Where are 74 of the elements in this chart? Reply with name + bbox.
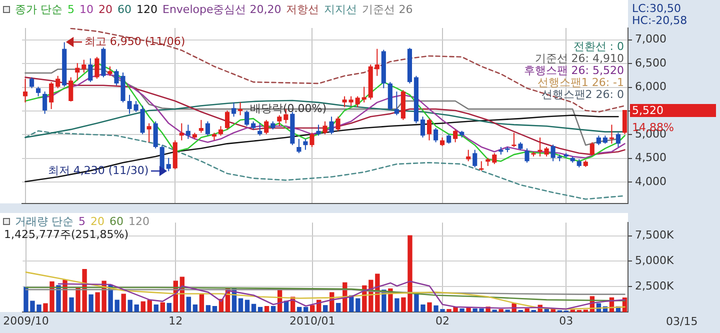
text: 120 [136, 3, 158, 16]
bar [121, 294, 126, 312]
bar [192, 304, 198, 312]
text: 60 [110, 215, 124, 228]
bar [199, 294, 204, 312]
y-tick-label: 2,500K [635, 279, 674, 292]
bar [88, 294, 94, 312]
bar [140, 301, 146, 312]
bar [524, 308, 530, 312]
text: 60 [118, 3, 132, 16]
x-tick-label: 12 [168, 314, 183, 328]
text: 20 [90, 215, 104, 228]
bar [160, 302, 165, 312]
bar [186, 296, 192, 312]
text: HC:-20,58 [632, 14, 688, 27]
annotation: 기준선 26: 4,910 [534, 52, 624, 65]
bar [69, 297, 74, 312]
bar [147, 300, 152, 312]
bar [336, 302, 341, 312]
bar [244, 300, 250, 312]
text: 20 [98, 3, 112, 16]
y-tick-label: 4,500 [635, 151, 666, 164]
bar [323, 305, 328, 312]
annotation: 후행스팬 26: 5,520 [524, 64, 624, 77]
text: 지지선 [324, 3, 358, 16]
bar [264, 306, 270, 312]
line-series [24, 130, 626, 200]
bar [303, 306, 308, 312]
bar [166, 302, 172, 312]
bar [212, 306, 218, 312]
bar [251, 304, 256, 312]
line-series [70, 28, 626, 113]
bar [356, 298, 360, 312]
bar [427, 302, 432, 312]
bar [56, 285, 61, 312]
y-tick-label: 7,000 [635, 32, 666, 46]
annotation: 1,425,777주(251,85%) [4, 228, 129, 241]
price-tag: 5,520 [630, 104, 716, 117]
bar [238, 298, 244, 312]
bar [258, 306, 263, 312]
y-tick-label: 6,500 [635, 56, 666, 70]
candlestick [609, 124, 614, 144]
annotation: 선행스팬1 26: -1 [537, 76, 624, 89]
bar [128, 300, 132, 312]
y-tick-label: 6,000 [635, 80, 666, 94]
bar [206, 305, 211, 312]
x-tick-label: 2009/10 [3, 314, 49, 328]
bar [498, 309, 504, 312]
text: LC:30,50 [632, 2, 682, 15]
legend-title: 종가 단순 [15, 3, 62, 16]
text: 03/15 [666, 315, 698, 328]
bar [270, 306, 276, 312]
bar [310, 305, 315, 312]
annotation: 최고 6,950 (11/06) [84, 35, 186, 48]
y-tick-label: 7,500K [635, 228, 674, 242]
x-tick-label: 02 [436, 314, 450, 328]
y-tick-label: 4,000 [635, 174, 666, 188]
text: 5 [68, 3, 74, 16]
bar [460, 308, 464, 312]
text: 기준선 26 [362, 3, 413, 16]
bar [154, 304, 158, 312]
text: 5 [78, 215, 86, 228]
bar [134, 304, 139, 312]
x-tick-label: 2010/01 [289, 314, 336, 328]
text: 저항선 [286, 3, 320, 16]
bar [296, 306, 302, 312]
text: 120 [128, 215, 150, 228]
y-tick-label: 5,000K [635, 254, 674, 268]
text: Envelope중심선 20,20 [162, 3, 282, 16]
legend-title: 거래량 단순 [15, 215, 74, 228]
x-tick-label: 03 [559, 314, 574, 328]
bar [394, 298, 400, 312]
annotation: 전환선 : 0 [573, 40, 624, 53]
text: 10 [80, 3, 94, 16]
